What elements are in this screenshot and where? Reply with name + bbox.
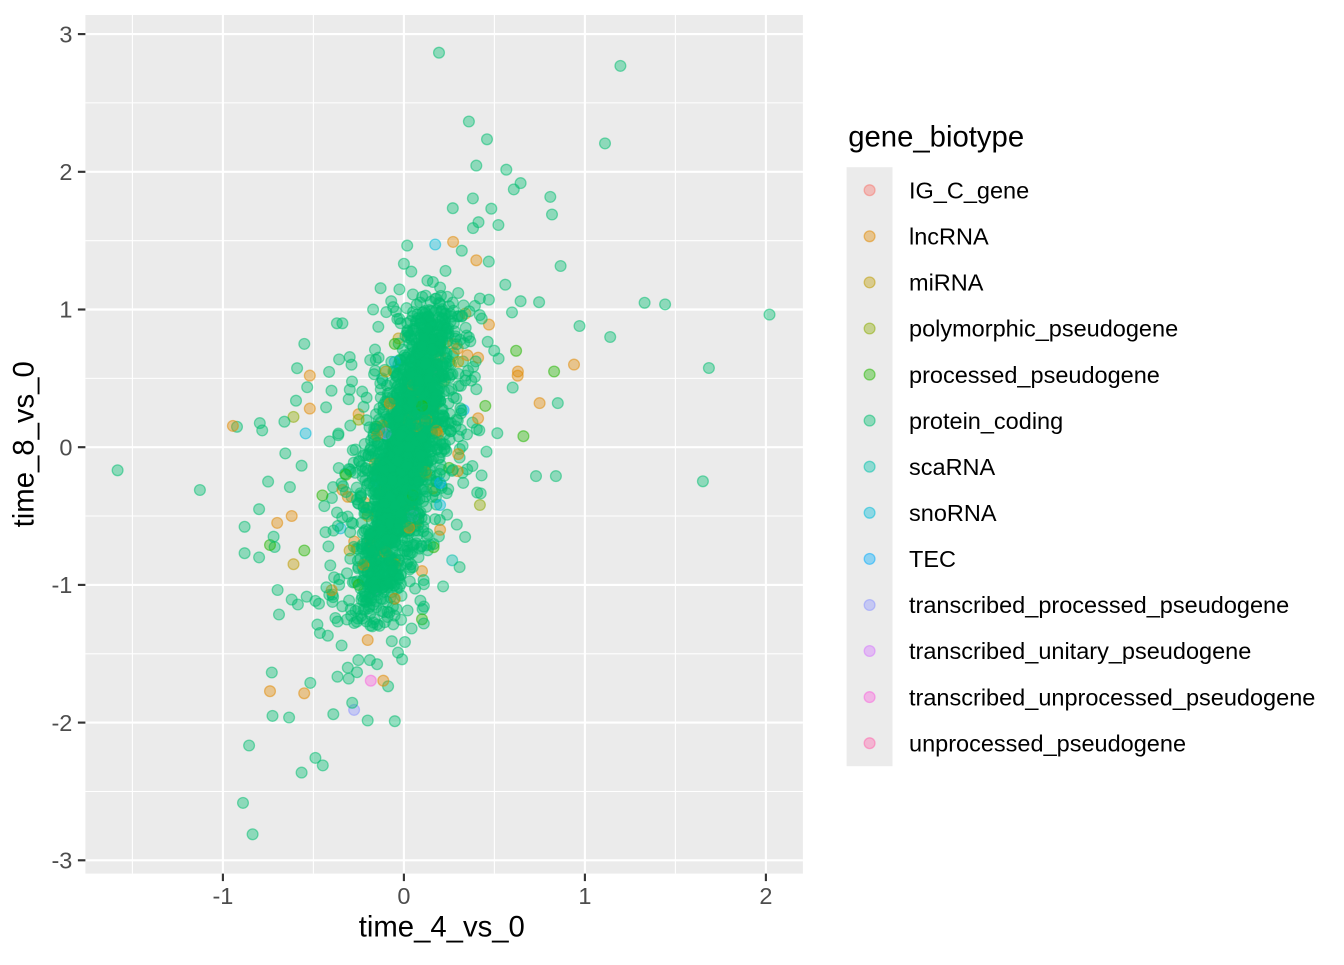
svg-text:lncRNA: lncRNA — [909, 224, 989, 250]
svg-text:transcribed_processed_pseudoge: transcribed_processed_pseudogene — [909, 592, 1289, 618]
svg-text:2: 2 — [759, 883, 772, 909]
svg-text:0: 0 — [397, 883, 410, 909]
svg-text:gene_biotype: gene_biotype — [848, 121, 1024, 154]
svg-text:-1: -1 — [51, 572, 72, 598]
svg-text:-3: -3 — [51, 848, 72, 874]
svg-text:miRNA: miRNA — [909, 270, 984, 296]
svg-text:unprocessed_pseudogene: unprocessed_pseudogene — [909, 730, 1186, 756]
svg-text:scaRNA: scaRNA — [909, 454, 996, 480]
svg-text:-2: -2 — [51, 710, 72, 736]
svg-text:TEC: TEC — [909, 546, 956, 572]
svg-text:time_4_vs_0: time_4_vs_0 — [359, 911, 525, 944]
svg-text:snoRNA: snoRNA — [909, 500, 997, 526]
svg-text:protein_coding: protein_coding — [909, 408, 1063, 434]
svg-text:transcribed_unitary_pseudogene: transcribed_unitary_pseudogene — [909, 638, 1251, 664]
svg-text:processed_pseudogene: processed_pseudogene — [909, 362, 1160, 388]
svg-text:3: 3 — [59, 21, 72, 47]
svg-text:-1: -1 — [212, 883, 233, 909]
svg-text:1: 1 — [578, 883, 591, 909]
svg-text:IG_C_gene: IG_C_gene — [909, 177, 1029, 203]
svg-text:1: 1 — [59, 297, 72, 323]
svg-text:time_8_vs_0: time_8_vs_0 — [8, 361, 41, 527]
svg-text:polymorphic_pseudogene: polymorphic_pseudogene — [909, 316, 1178, 342]
svg-text:2: 2 — [59, 159, 72, 185]
svg-text:transcribed_unprocessed_pseudo: transcribed_unprocessed_pseudogene — [909, 684, 1315, 710]
svg-text:0: 0 — [59, 434, 72, 460]
